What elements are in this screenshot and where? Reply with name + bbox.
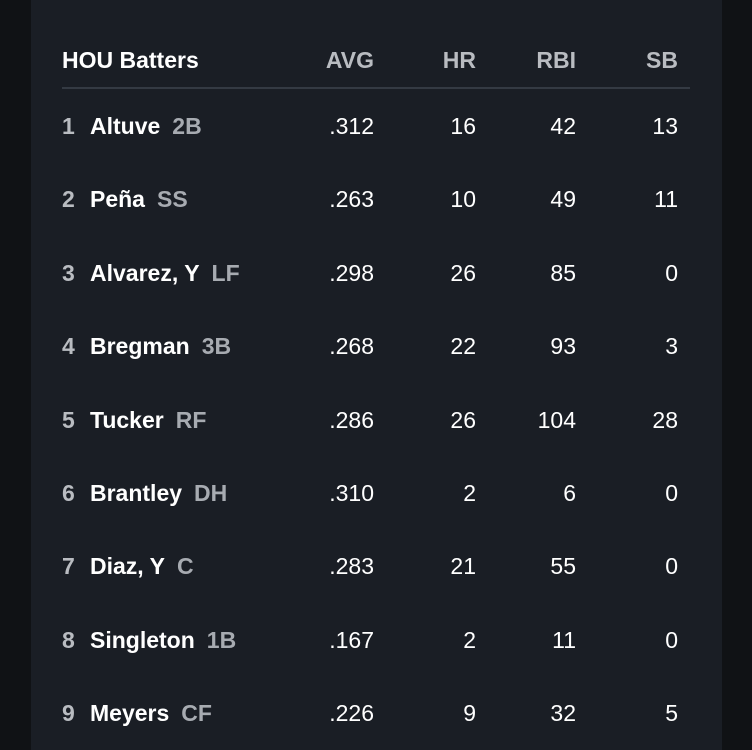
- player-name[interactable]: Bregman: [90, 333, 190, 360]
- sb-value: 0: [665, 259, 678, 286]
- player-name[interactable]: Brantley: [90, 480, 183, 506]
- batters-panel: HOU Batters AVG HR RBI SB 1 Altuve 2B .312 1…: [31, 0, 722, 750]
- player-name-cell[interactable]: Brantley DH: [90, 473, 227, 513]
- player-position: LF: [211, 259, 240, 286]
- player-name-cell[interactable]: Alvarez, Y LF: [90, 253, 240, 293]
- avg-value: .286: [329, 406, 374, 433]
- avg-value: .263: [329, 186, 374, 213]
- hr-value: 26: [450, 406, 476, 433]
- sb-value: 5: [665, 700, 678, 727]
- batting-order: 6: [62, 480, 75, 506]
- sb-value: 3: [665, 333, 678, 360]
- avg-value: .268: [329, 333, 374, 360]
- rbi-value: 11: [552, 626, 576, 653]
- hr-value: 9: [463, 700, 476, 727]
- hr-value: 26: [450, 259, 476, 286]
- player-name[interactable]: Altuve: [90, 113, 161, 139]
- table-row[interactable]: 4 Bregman 3B .268 22 93 3: [31, 326, 722, 366]
- batting-order: 8: [62, 626, 75, 653]
- rbi-value: 85: [550, 259, 576, 286]
- player-name[interactable]: Tucker: [90, 406, 164, 433]
- player-name-cell[interactable]: Diaz, Y C: [90, 546, 194, 586]
- player-name-cell[interactable]: Tucker RF: [90, 400, 206, 440]
- player-name[interactable]: Alvarez, Y: [90, 259, 200, 286]
- hr-value: 2: [463, 480, 476, 506]
- column-header-sb: SB: [646, 47, 678, 73]
- batting-order: 3: [62, 259, 75, 286]
- avg-value: .167: [329, 626, 374, 653]
- player-name[interactable]: Peña: [90, 186, 145, 213]
- player-name[interactable]: Meyers: [90, 700, 170, 727]
- column-header-rbi: RBI: [536, 47, 576, 73]
- player-position: 1B: [206, 626, 237, 653]
- batting-order: 9: [62, 700, 75, 727]
- player-position: C: [177, 553, 194, 580]
- avg-value: .226: [329, 700, 374, 727]
- player-name[interactable]: Singleton: [90, 626, 195, 653]
- batting-order: 1: [62, 113, 75, 139]
- player-position: 3B: [201, 333, 232, 360]
- player-name-cell[interactable]: Meyers CF: [90, 693, 212, 733]
- avg-value: .298: [329, 259, 374, 286]
- column-header-hr: HR: [442, 47, 476, 73]
- sb-value: 0: [665, 553, 678, 580]
- rbi-value: 55: [550, 553, 576, 580]
- table-row[interactable]: 8 Singleton 1B .167 2 11 0: [31, 620, 722, 660]
- avg-value: .312: [329, 113, 374, 139]
- sb-value: 0: [665, 626, 678, 653]
- rbi-value: 104: [537, 406, 576, 433]
- table-row[interactable]: 1 Altuve 2B .312 16 42 13: [31, 106, 722, 146]
- table-header: HOU Batters AVG HR RBI SB: [31, 44, 722, 76]
- header-divider: [62, 87, 690, 89]
- player-position: CF: [181, 700, 212, 727]
- table-row[interactable]: 9 Meyers CF .226 9 32 5: [31, 693, 722, 733]
- batting-order: 5: [62, 406, 75, 433]
- hr-value: 2: [463, 626, 476, 653]
- table-row[interactable]: 7 Diaz, Y C .283 21 55 0: [31, 546, 722, 586]
- hr-value: 16: [450, 113, 476, 139]
- column-header-avg: AVG: [325, 47, 374, 73]
- hr-value: 22: [450, 333, 476, 360]
- batting-order: 4: [62, 333, 75, 360]
- sb-value: 0: [665, 480, 678, 506]
- batting-order: 7: [62, 553, 75, 580]
- avg-value: .310: [329, 480, 374, 506]
- rbi-value: 93: [550, 333, 576, 360]
- batting-order: 2: [62, 186, 75, 213]
- table-row[interactable]: 2 Peña SS .263 10 49 11: [31, 179, 722, 219]
- player-name-cell[interactable]: Singleton 1B: [90, 620, 236, 660]
- player-position: DH: [194, 480, 228, 506]
- player-name-cell[interactable]: Bregman 3B: [90, 326, 231, 366]
- player-position: RF: [175, 406, 207, 433]
- sb-value: 13: [652, 113, 678, 139]
- player-name-cell[interactable]: Altuve 2B: [90, 106, 202, 146]
- sb-value: 28: [652, 406, 678, 433]
- rbi-value: 32: [550, 700, 576, 727]
- table-row[interactable]: 3 Alvarez, Y LF .298 26 85 0: [31, 253, 722, 293]
- sb-value: 11: [654, 186, 678, 213]
- player-name[interactable]: Diaz, Y: [90, 553, 165, 580]
- player-name-cell[interactable]: Peña SS: [90, 179, 188, 219]
- player-position: 2B: [172, 113, 202, 139]
- rbi-value: 49: [550, 186, 576, 213]
- rbi-value: 42: [550, 113, 576, 139]
- table-row[interactable]: 5 Tucker RF .286 26 104 28: [31, 400, 722, 440]
- hr-value: 21: [450, 553, 476, 580]
- player-position: SS: [156, 186, 188, 213]
- table-title: HOU Batters: [62, 47, 199, 73]
- avg-value: .283: [329, 553, 374, 580]
- table-row[interactable]: 6 Brantley DH .310 2 6 0: [31, 473, 722, 513]
- rbi-value: 6: [563, 480, 576, 506]
- hr-value: 10: [450, 186, 476, 213]
